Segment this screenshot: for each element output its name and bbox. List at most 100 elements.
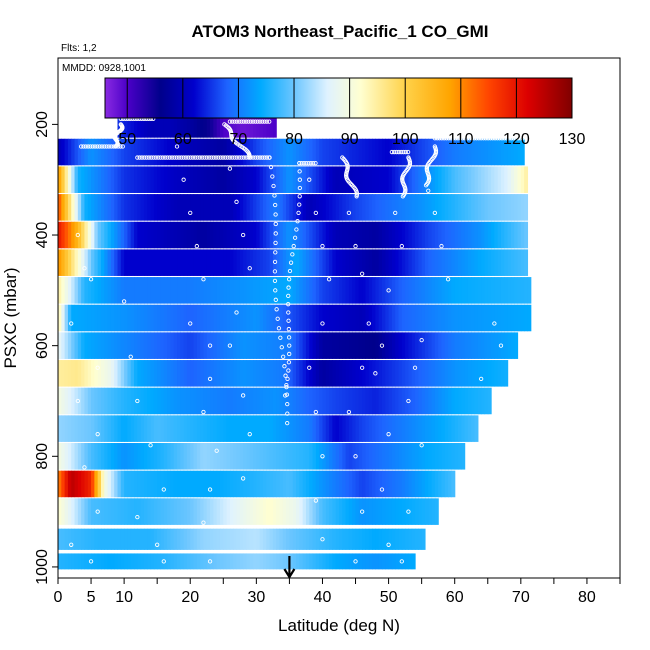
heatmap-cell: [236, 498, 241, 525]
heatmap-cell: [117, 166, 122, 193]
heatmap-cell: [87, 166, 92, 193]
heatmap-cell: [253, 443, 257, 470]
heatmap-cell: [124, 360, 129, 387]
heatmap-cell: [302, 277, 307, 304]
heatmap-cell: [286, 194, 291, 221]
heatmap-cell: [431, 304, 436, 332]
heatmap-cell: [256, 415, 261, 442]
heatmap-cell: [71, 553, 76, 570]
heatmap-cell: [100, 249, 105, 276]
heatmap-cell: [58, 443, 62, 470]
heatmap-cell: [150, 221, 155, 249]
heatmap-cell: [160, 304, 165, 332]
heatmap-cell: [229, 443, 234, 470]
heatmap-cell: [352, 166, 357, 193]
heatmap-cell: [266, 166, 271, 193]
heatmap-cell: [448, 470, 452, 498]
heatmap-cell: [454, 304, 459, 332]
heatmap-cell: [289, 528, 294, 550]
heatmap-cell: [342, 360, 347, 387]
track-point: [354, 194, 359, 199]
track-point: [113, 144, 118, 149]
heatmap-cell: [408, 277, 413, 304]
heatmap-cell: [97, 138, 102, 166]
heatmap-cell: [74, 553, 79, 570]
heatmap-cell: [262, 111, 267, 138]
heatmap-cell: [296, 528, 300, 550]
track-point: [255, 119, 260, 124]
heatmap-cell: [216, 221, 221, 249]
heatmap-cell: [355, 194, 360, 221]
heatmap-cell: [415, 166, 419, 193]
heatmap-cell: [229, 470, 234, 498]
heatmap-cell: [355, 470, 360, 498]
heatmap-cell: [180, 387, 185, 415]
heatmap-cell: [137, 277, 142, 304]
heatmap-cell: [167, 415, 171, 442]
heatmap-cell: [190, 528, 195, 550]
heatmap-cell: [329, 194, 333, 221]
heatmap-cell: [395, 166, 400, 193]
heatmap-cell: [365, 304, 370, 332]
heatmap-cell: [500, 360, 505, 387]
heatmap-cell: [124, 249, 129, 276]
heatmap-cell: [210, 498, 214, 525]
heatmap-cell: [64, 332, 69, 359]
track-point: [290, 252, 295, 257]
track-point: [285, 411, 290, 416]
heatmap-cell: [120, 194, 125, 221]
heatmap-cell: [438, 194, 443, 221]
heatmap-cell: [279, 553, 284, 570]
heatmap-cell: [444, 387, 449, 415]
heatmap-cell: [94, 249, 99, 276]
track-point: [172, 155, 177, 160]
track-point: [286, 293, 291, 299]
heatmap-cell: [395, 553, 400, 570]
heatmap-cell: [190, 332, 195, 359]
heatmap-cell: [391, 498, 396, 525]
heatmap-cell: [226, 166, 231, 193]
track-point: [481, 136, 486, 141]
heatmap-cell: [418, 360, 423, 387]
heatmap-cell: [186, 553, 191, 570]
heatmap-cell: [282, 249, 287, 276]
heatmap-cell: [87, 332, 92, 359]
heatmap-cell: [276, 553, 281, 570]
heatmap-cell: [352, 277, 357, 304]
heatmap-cell: [269, 138, 274, 166]
heatmap-cell: [342, 249, 347, 276]
heatmap-cell: [140, 249, 145, 276]
heatmap-cell: [272, 498, 277, 525]
flights-annotation: Flts: 1,2: [61, 43, 97, 54]
heatmap-cell: [348, 221, 353, 249]
heatmap-cell: [395, 332, 400, 359]
heatmap-cell: [424, 470, 429, 498]
heatmap-cell: [421, 138, 426, 166]
heatmap-cell: [517, 304, 522, 332]
heatmap-cell: [342, 470, 347, 498]
heatmap-cell: [368, 360, 373, 387]
heatmap-cell: [67, 470, 72, 498]
heatmap-cell: [398, 304, 403, 332]
heatmap-cell: [157, 360, 162, 387]
heatmap-cell: [375, 221, 380, 249]
heatmap-cell: [219, 166, 224, 193]
heatmap-cell: [253, 166, 257, 193]
heatmap-cell: [471, 360, 476, 387]
heatmap-cell: [500, 277, 505, 304]
heatmap-cell: [233, 443, 238, 470]
heatmap-cell: [342, 553, 347, 570]
track-point: [95, 144, 100, 149]
heatmap-cell: [259, 194, 264, 221]
heatmap-cell: [107, 553, 112, 570]
heatmap-cell: [362, 166, 367, 193]
heatmap-cell: [309, 470, 314, 498]
heatmap-cell: [236, 221, 241, 249]
heatmap-cell: [223, 387, 228, 415]
heatmap-cell: [190, 249, 195, 276]
heatmap-cell: [200, 304, 205, 332]
heatmap-cell: [335, 194, 340, 221]
heatmap-cell: [117, 553, 122, 570]
heatmap-cell: [398, 387, 403, 415]
heatmap-cell: [434, 221, 439, 249]
